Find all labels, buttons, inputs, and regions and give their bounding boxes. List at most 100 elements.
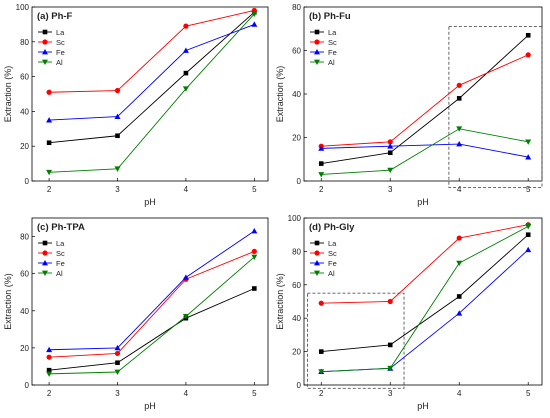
data-point-fe [456, 310, 463, 316]
y-tick-label: 20 [20, 142, 29, 151]
highlight-box [448, 26, 543, 188]
x-tick-label: 3 [115, 185, 120, 194]
series-la [318, 232, 531, 354]
legend-marker [314, 59, 320, 65]
legend-label: Al [56, 269, 63, 278]
series-line-sc [49, 10, 255, 93]
y-tick-label: 20 [292, 348, 301, 357]
y-tick-label: 40 [292, 90, 301, 99]
series-fe [46, 227, 258, 353]
series-sc [318, 222, 531, 306]
series-line-la [49, 288, 255, 371]
data-point-la [115, 133, 120, 139]
highlight-box [306, 292, 405, 389]
legend-marker [42, 270, 48, 276]
chart-panel-4: 2 3 4 5 0 20 40 60 80 100 pH Extraction (%) (d) Ph-G… [275, 214, 543, 411]
data-point-sc [183, 23, 189, 29]
legend-entry-al: Al [310, 269, 335, 278]
data-point-sc [114, 87, 121, 94]
legend-entry-al: Al [310, 58, 335, 67]
series-fe [46, 21, 258, 123]
series-line-al [321, 225, 529, 373]
x-tick-label: 3 [115, 389, 120, 398]
data-point-la [456, 294, 462, 299]
x-tick-label: 5 [526, 389, 531, 398]
legend-entry-sc: Sc [38, 38, 65, 47]
series-al [46, 254, 258, 377]
series-line-sc [321, 224, 529, 304]
series-la [318, 32, 531, 166]
legend-entry-la: La [310, 28, 337, 37]
series-line-la [321, 34, 529, 165]
data-point-la [318, 161, 324, 166]
series-sc [46, 7, 257, 95]
y-axis-label: Extraction (%) [3, 66, 13, 123]
legend-label: Al [56, 58, 63, 67]
series-line-fe [321, 143, 529, 158]
series-line-la [321, 234, 529, 353]
data-point-al [182, 86, 189, 92]
data-point-al [251, 11, 258, 17]
legend-label: Fe [56, 259, 65, 268]
series-line-fe [49, 23, 255, 121]
data-point-al [387, 365, 394, 372]
y-tick-label: 0 [297, 177, 302, 186]
data-point-al [46, 169, 53, 176]
data-point-la [252, 286, 257, 291]
data-point-al [318, 172, 325, 178]
data-point-fe [456, 141, 463, 147]
panel-title: (a) Ph-F [37, 11, 73, 22]
y-axis-label: Extraction (%) [275, 66, 285, 123]
data-point-la [46, 140, 52, 146]
data-point-sc [525, 52, 531, 58]
legend-label: Sc [56, 38, 65, 47]
series-la [46, 286, 257, 373]
x-tick-label: 3 [388, 185, 393, 194]
series-sc [46, 248, 257, 360]
x-tick-label: 4 [457, 185, 462, 194]
chart-panel-2: 2 3 4 5 0 20 40 60 80 pH Extraction (%) (b) Ph-Fu La… [275, 3, 543, 207]
legend-label: Al [328, 58, 335, 67]
y-tick-label: 60 [20, 270, 29, 279]
data-point-sc [456, 235, 462, 241]
legend-entry-la: La [38, 28, 65, 37]
x-tick-label: 4 [184, 185, 189, 194]
series-fe [318, 246, 532, 375]
legend-marker [42, 39, 48, 45]
x-tick-label: 2 [319, 389, 324, 398]
legend-marker [42, 240, 48, 246]
y-tick-label: 80 [20, 38, 29, 47]
data-point-la [525, 232, 531, 237]
legend-entry-fe: Fe [38, 259, 65, 268]
data-point-sc [114, 350, 121, 357]
y-tick-label: 60 [292, 281, 301, 290]
legend-marker [42, 59, 48, 65]
plot-frame [31, 6, 269, 182]
legend-entry-la: La [38, 239, 65, 248]
data-point-fe [182, 47, 189, 53]
legend-label: Al [328, 269, 335, 278]
data-point-la [318, 349, 324, 354]
series-line-fe [49, 230, 255, 351]
legend-entry-la: La [310, 239, 337, 248]
data-point-fe [114, 113, 121, 120]
legend-entry-al: Al [38, 58, 63, 67]
data-point-la [183, 70, 189, 76]
series-la [46, 9, 257, 146]
data-point-sc [46, 89, 52, 95]
y-tick-label: 40 [292, 314, 301, 323]
legend-entry-al: Al [38, 269, 63, 278]
x-axis-label: pH [417, 401, 429, 411]
y-tick-label: 80 [20, 233, 29, 242]
plot-frame [303, 6, 543, 182]
data-point-fe [114, 344, 121, 351]
legend-marker [42, 250, 48, 256]
series-fe [318, 141, 532, 160]
data-point-fe [251, 21, 258, 27]
legend-entry-sc: Sc [38, 249, 65, 258]
y-tick-label: 100 [16, 3, 30, 12]
x-tick-label: 2 [47, 185, 52, 194]
series-al [46, 11, 258, 176]
series-sc [318, 52, 531, 149]
data-point-al [525, 223, 532, 230]
